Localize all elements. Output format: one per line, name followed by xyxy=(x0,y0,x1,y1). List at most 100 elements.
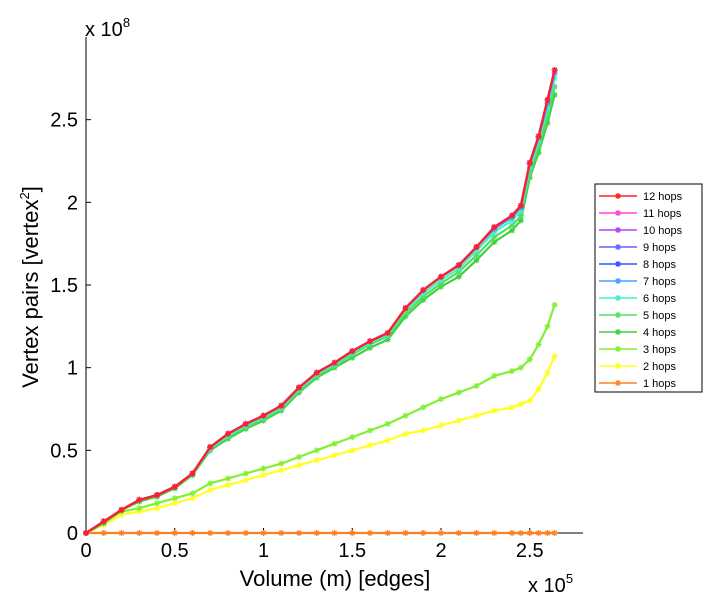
data-point xyxy=(154,505,160,512)
x-tick-label: 1 xyxy=(258,540,269,562)
legend-marker xyxy=(615,193,621,199)
data-point xyxy=(171,483,178,490)
data-point xyxy=(551,75,558,82)
data-point xyxy=(551,530,558,536)
data-point xyxy=(278,467,285,474)
data-point xyxy=(455,262,462,269)
data-point xyxy=(118,530,125,536)
data-point xyxy=(535,341,542,348)
data-point xyxy=(544,96,551,103)
data-point xyxy=(517,212,524,219)
data-point xyxy=(526,397,533,404)
data-point xyxy=(473,412,480,419)
data-point xyxy=(136,530,143,536)
y-tick-label: 2 xyxy=(67,192,78,214)
data-point xyxy=(331,530,338,536)
legend-item: 4 hops xyxy=(599,327,677,339)
legend-item: 2 hops xyxy=(599,361,677,373)
data-point xyxy=(189,530,196,536)
data-point xyxy=(83,530,89,536)
data-point xyxy=(225,482,231,489)
data-point xyxy=(136,496,143,503)
data-point xyxy=(384,437,391,444)
data-point xyxy=(225,430,231,437)
legend-item: 9 hops xyxy=(599,242,677,254)
y-multiplier: x 108 xyxy=(85,15,130,41)
x-tick-label: 2 xyxy=(435,540,446,562)
data-point xyxy=(349,447,356,454)
x-tick-label: 2.5 xyxy=(516,540,544,562)
legend: 12 hops 11 hops 10 hops 9 hops 8 hops 7 hops 6… xyxy=(594,183,703,393)
data-point xyxy=(491,407,498,414)
data-point xyxy=(455,389,462,396)
data-point xyxy=(225,475,231,482)
data-point xyxy=(455,530,462,536)
data-point xyxy=(509,530,515,536)
data-point xyxy=(544,369,551,376)
legend-label: 2 hops xyxy=(643,361,677,373)
legend-label: 8 hops xyxy=(643,259,677,271)
data-point xyxy=(402,530,409,536)
data-point xyxy=(207,444,214,451)
legend-box xyxy=(594,183,703,393)
data-point xyxy=(331,440,338,447)
data-point xyxy=(551,83,558,90)
data-point xyxy=(535,143,542,150)
legend-label: 3 hops xyxy=(643,344,677,356)
data-point xyxy=(473,257,480,264)
series-5-hops xyxy=(83,83,558,536)
data-point xyxy=(509,212,515,219)
data-point xyxy=(260,465,267,472)
y-axis-label: Vertex pairs [vertex2] xyxy=(17,186,43,388)
series-1-hops xyxy=(83,530,558,536)
data-point xyxy=(402,305,409,312)
data-point xyxy=(517,364,524,371)
data-point xyxy=(517,207,524,214)
data-point xyxy=(402,412,409,419)
data-point xyxy=(313,457,320,464)
data-point xyxy=(438,530,444,536)
data-point xyxy=(420,286,427,293)
data-point xyxy=(349,354,356,361)
data-point xyxy=(402,313,409,320)
data-point xyxy=(349,348,356,355)
series-8-hops xyxy=(83,67,558,536)
data-point xyxy=(331,359,338,366)
data-point xyxy=(189,490,196,497)
legend-marker xyxy=(615,380,621,386)
data-point xyxy=(455,417,462,424)
data-point xyxy=(313,447,320,454)
data-point xyxy=(384,420,391,427)
data-point xyxy=(438,277,444,284)
data-point xyxy=(535,530,542,536)
data-point xyxy=(154,500,160,507)
data-point xyxy=(367,530,373,536)
data-point xyxy=(260,412,267,419)
y-tick-label: 1 xyxy=(67,358,78,380)
data-point xyxy=(526,159,533,166)
y-tick-label: 2.5 xyxy=(50,110,78,132)
data-point xyxy=(349,434,356,441)
legend-label: 10 hops xyxy=(643,225,683,237)
legend-label: 4 hops xyxy=(643,327,677,339)
data-point xyxy=(509,367,515,374)
data-point xyxy=(402,310,409,317)
data-point xyxy=(420,404,427,411)
data-point xyxy=(526,530,533,536)
legend-marker xyxy=(615,363,621,369)
series-line xyxy=(85,78,556,534)
data-point xyxy=(313,530,320,536)
series-3-hops xyxy=(83,301,558,536)
legend-marker xyxy=(615,329,621,335)
data-point xyxy=(331,452,338,459)
legend-label: 5 hops xyxy=(643,310,677,322)
series-6-hops xyxy=(83,75,558,536)
data-point xyxy=(491,224,498,231)
data-point xyxy=(551,353,558,360)
series-line xyxy=(85,69,556,534)
data-point xyxy=(551,301,558,308)
data-point xyxy=(438,273,444,280)
data-point xyxy=(438,280,444,287)
data-point xyxy=(100,518,107,525)
